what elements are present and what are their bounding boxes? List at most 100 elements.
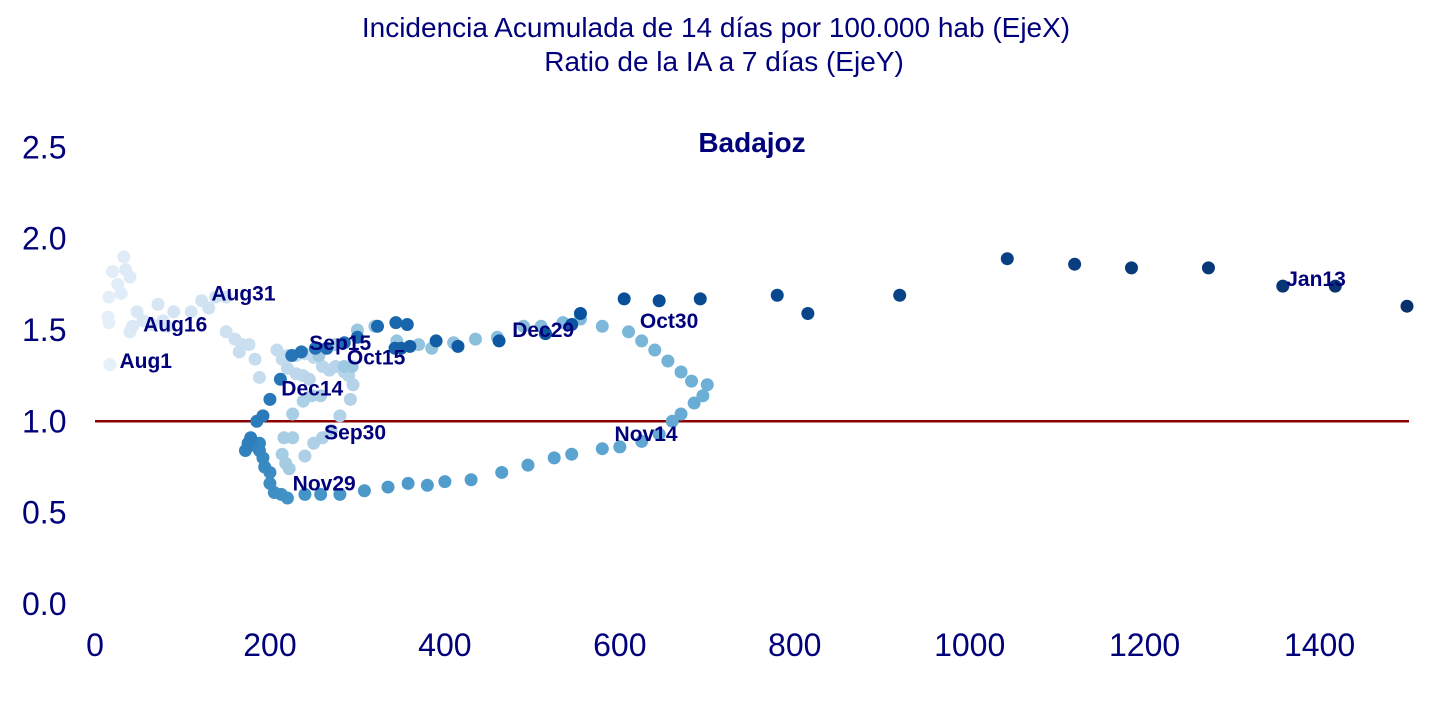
x-tick-label: 800 [768,627,821,663]
data-point [298,487,312,501]
data-point [1276,279,1290,293]
date-label: Aug1 [119,350,172,373]
data-point [298,449,312,463]
data-point [801,307,815,321]
data-point [324,423,338,437]
x-tick-label: 0 [86,627,104,663]
date-label: Oct30 [640,310,698,333]
data-point [242,338,256,352]
date-label: Oct15 [347,346,406,369]
data-point [1400,299,1414,313]
data-point [273,372,287,386]
data-point [451,339,465,353]
data-point [403,339,417,353]
x-tick-label: 600 [593,627,646,663]
scatter-points [101,250,1414,505]
data-point [114,286,128,300]
data-point [1201,261,1215,275]
data-point [117,250,131,264]
data-point [314,389,328,403]
data-point [209,290,223,304]
x-axis: 0 200 400 600 800 1000 1200 1400 [86,627,1355,663]
data-point [665,414,679,428]
chart-title-line2: Ratio de la IA a 7 días (EjeY) [544,46,904,77]
y-tick-label: 0.5 [22,495,66,531]
data-point [145,317,159,331]
data-point [495,465,509,479]
data-point [256,409,270,423]
data-point [565,447,579,461]
data-point [696,389,710,403]
data-point [314,487,328,501]
chart-title-line1: Incidencia Acumulada de 14 días por 100.… [362,12,1070,43]
data-point [302,372,316,386]
data-point [232,345,246,359]
date-label: Sep15 [309,332,371,355]
data-point [345,360,359,373]
date-label: Nov14 [615,423,678,446]
data-point [538,327,552,341]
data-point [652,294,666,308]
data-point [595,319,609,333]
y-tick-label: 2.5 [22,129,66,165]
data-point [420,478,434,492]
y-tick-label: 2.0 [22,221,66,257]
data-point [652,427,666,441]
data-point [282,462,296,476]
subplot-title: Badajoz [698,127,805,158]
data-point [252,370,266,384]
data-point [573,307,587,321]
data-point [700,378,714,392]
date-label: Aug16 [143,313,207,336]
data-point [371,319,385,333]
x-tick-label: 400 [418,627,471,663]
data-point [635,434,649,448]
data-point [674,407,688,421]
data-point [337,336,351,350]
data-point [130,305,144,319]
data-point [350,330,364,344]
data-point [307,436,321,450]
data-point [1000,252,1014,266]
data-point [286,407,300,421]
data-point [565,317,579,331]
data-point [401,476,415,490]
x-tick-label: 200 [243,627,296,663]
data-point [547,451,561,465]
data-point [333,409,347,423]
data-point [617,292,631,306]
data-point [1328,279,1342,293]
y-tick-label: 1.0 [22,403,66,439]
data-point [770,288,784,302]
data-point [468,332,482,346]
data-point [674,365,688,379]
data-point [492,334,506,348]
data-point [389,316,403,330]
x-tick-label: 1000 [934,627,1005,663]
data-point [521,458,535,472]
data-point [893,288,907,302]
date-label: Nov29 [293,472,356,495]
data-point [661,354,675,368]
data-point [184,305,198,319]
data-point [123,270,137,284]
data-point [1068,257,1082,271]
y-tick-label: 0.0 [22,586,66,622]
data-point [346,378,360,392]
data-point [126,319,140,333]
data-point [595,442,609,456]
x-tick-label: 1400 [1284,627,1355,663]
date-label: Jan13 [1286,268,1346,291]
data-point [333,487,347,501]
data-point [151,297,165,311]
data-point [613,440,627,454]
data-point [101,310,115,324]
data-point [357,484,371,498]
x-tick-label: 1200 [1109,627,1180,663]
data-point [263,392,277,406]
data-point [648,343,662,357]
date-label: Dec29 [512,319,574,342]
data-point [685,374,699,388]
